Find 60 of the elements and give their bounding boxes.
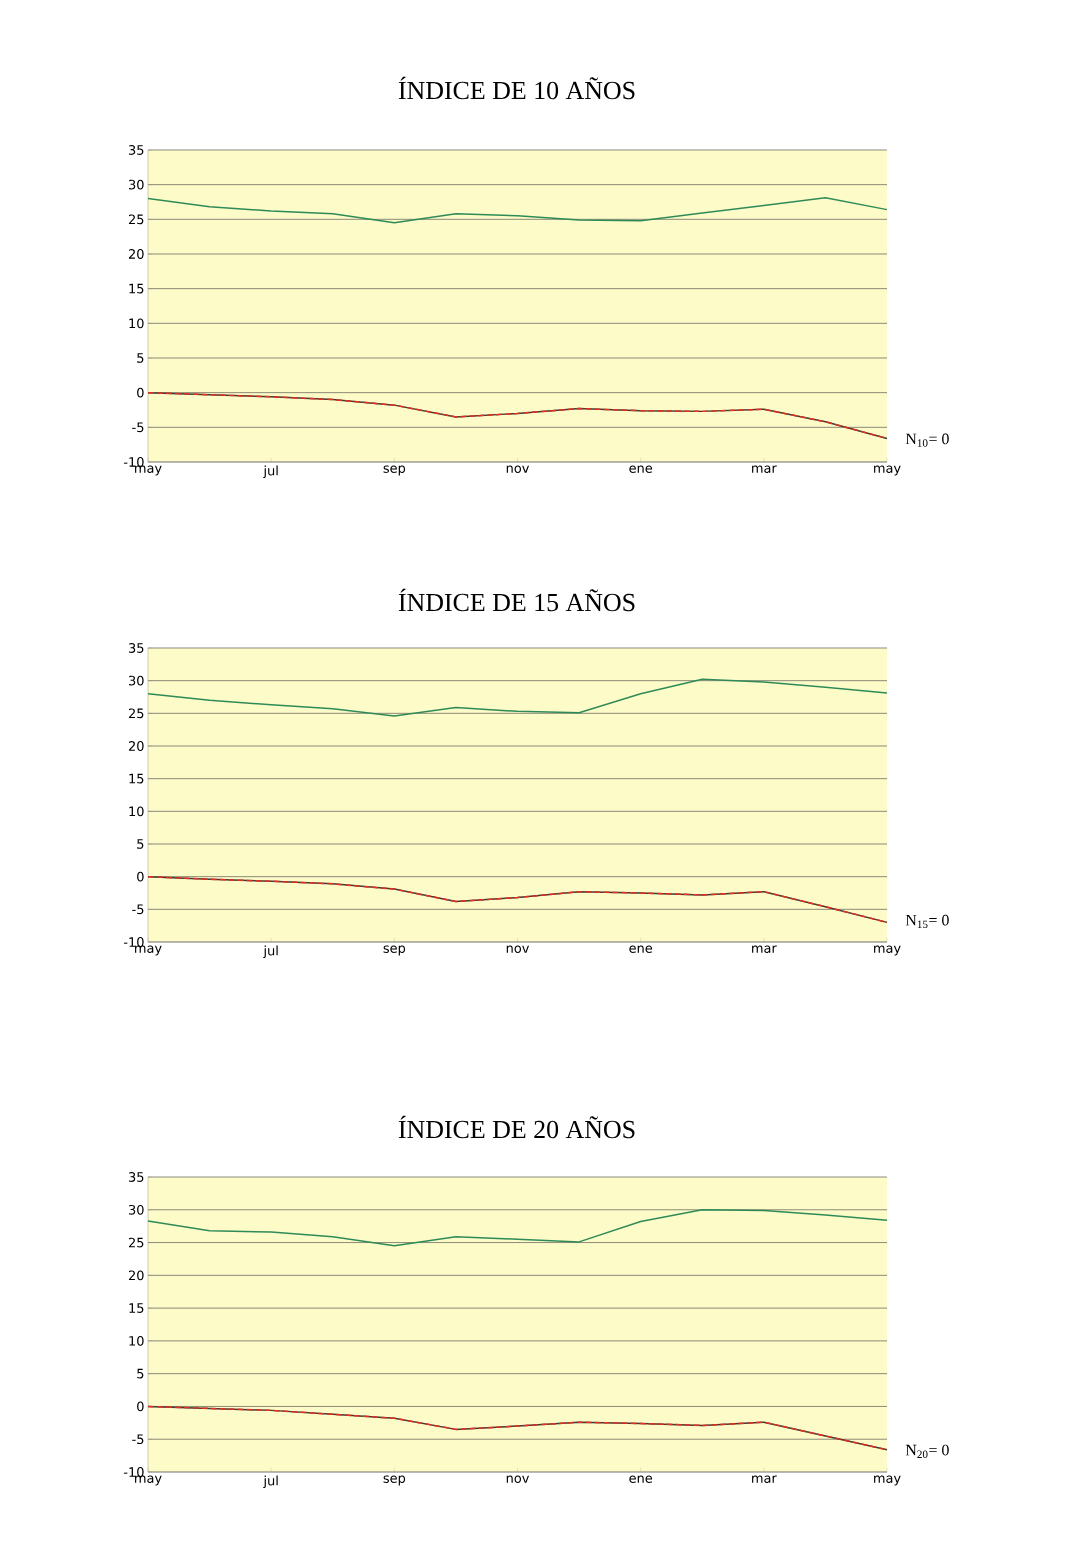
x-tick-label: sep xyxy=(383,1475,406,1486)
x-tick-label: may xyxy=(135,1475,162,1486)
y-tick-label: 20 xyxy=(128,741,144,751)
y-tick-label: 30 xyxy=(128,675,144,686)
y-tick-label: -5 xyxy=(132,904,144,915)
chart-title: ÍNDICE DE 20 AÑOS xyxy=(398,1115,635,1139)
text: N$_{15}$= 0 xyxy=(905,914,949,929)
y-tick-label: 25 xyxy=(128,214,144,225)
x-tick-label: mar xyxy=(752,1475,777,1483)
y-tick-label: 10 xyxy=(129,1335,144,1346)
y-tick-label: 5 xyxy=(137,1368,144,1379)
y-tick-label: 5 xyxy=(137,839,144,849)
y-tick-label: 15 xyxy=(129,773,144,784)
y-tick-label: 0 xyxy=(137,387,144,398)
text: N$_{20}$= 0 xyxy=(905,1444,949,1458)
chart-title: ÍNDICE DE 15 AÑOS xyxy=(398,588,635,612)
text: N$_{10}$= 0 xyxy=(905,433,949,447)
x-tick-label: jul xyxy=(263,465,278,479)
x-tick-label: ene xyxy=(629,1475,653,1483)
y-tick-label: 25 xyxy=(128,1237,144,1248)
line-series xyxy=(147,1209,888,1247)
x-tick-label: nov xyxy=(506,945,530,953)
y-tick-label: 20 xyxy=(128,1270,144,1281)
y-tick-label: 30 xyxy=(128,179,144,190)
y-tick-label: 15 xyxy=(129,1303,144,1313)
line-series xyxy=(147,197,888,224)
y-tick-label: 35 xyxy=(128,145,144,155)
y-tick-label: 5 xyxy=(137,353,144,363)
x-tick-label: sep xyxy=(383,465,406,476)
chart-title: ÍNDICE DE 10 AÑOS xyxy=(398,76,635,100)
x-tick-label: ene xyxy=(629,465,653,473)
x-tick-label: jul xyxy=(263,945,278,959)
y-tick-label: 35 xyxy=(128,1172,144,1182)
x-tick-label: mar xyxy=(752,945,777,953)
x-tick-label: mar xyxy=(752,465,777,473)
y-tick-label: 25 xyxy=(128,708,144,719)
y-tick-label: -10 xyxy=(123,1467,144,1477)
line-series xyxy=(147,678,888,717)
y-tick-label: -10 xyxy=(123,937,144,947)
x-tick-label: may xyxy=(135,465,162,476)
y-tick-label: 20 xyxy=(128,249,144,259)
x-tick-label: jul xyxy=(263,1475,278,1489)
x-tick-label: may xyxy=(135,945,162,956)
x-tick-label: may xyxy=(874,465,901,476)
y-tick-label: -5 xyxy=(132,422,144,433)
x-tick-label: nov xyxy=(506,465,530,473)
x-tick-label: may xyxy=(874,945,901,956)
y-tick-label: 10 xyxy=(129,318,144,329)
y-tick-label: 35 xyxy=(128,643,144,653)
y-tick-label: 10 xyxy=(129,806,144,817)
x-tick-label: may xyxy=(874,1475,901,1486)
x-tick-label: nov xyxy=(506,1475,530,1483)
y-tick-label: -5 xyxy=(132,1434,144,1445)
y-tick-label: 0 xyxy=(137,871,144,882)
x-tick-label: ene xyxy=(629,945,653,953)
y-tick-label: -10 xyxy=(123,457,144,467)
y-tick-label: 0 xyxy=(137,1401,144,1412)
y-tick-label: 30 xyxy=(128,1204,144,1215)
y-tick-label: 15 xyxy=(129,283,144,294)
x-tick-label: sep xyxy=(383,945,406,956)
